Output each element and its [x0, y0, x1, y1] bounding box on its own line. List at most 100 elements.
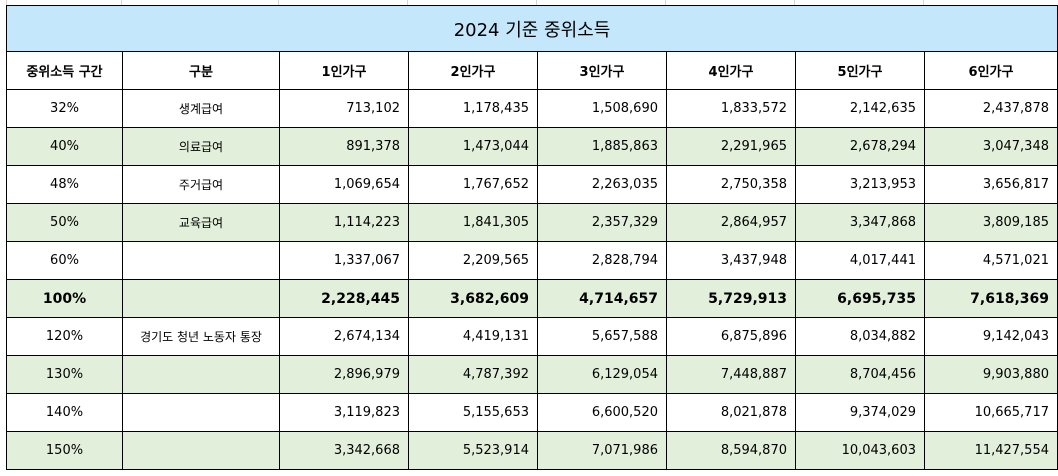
table-row: 120% 경기도 청년 노동자 통장 2,674,134 4,419,131 5,657…	[6, 317, 1058, 356]
value-cell[interactable]: 9,374,029	[795, 393, 925, 432]
value-cell[interactable]: 3,342,668	[279, 431, 409, 470]
value-cell[interactable]: 2,674,134	[279, 317, 409, 356]
table-row: 60% 1,337,067 2,209,565 2,828,794 3,437,948 4…	[6, 241, 1058, 280]
value-cell[interactable]: 3,213,953	[795, 165, 925, 204]
value-cell[interactable]: 2,209,565	[408, 241, 538, 280]
table-row: 48% 주거급여 1,069,654 1,767,652 2,263,035 2,750,…	[6, 165, 1058, 204]
value-cell[interactable]: 5,657,588	[537, 317, 667, 356]
percent-cell[interactable]: 60%	[6, 241, 123, 280]
value-cell[interactable]: 4,571,021	[924, 241, 1058, 280]
value-cell[interactable]: 6,129,054	[537, 355, 667, 394]
value-cell[interactable]: 8,034,882	[795, 317, 925, 356]
percent-cell[interactable]: 130%	[6, 355, 123, 394]
value-cell[interactable]: 6,600,520	[537, 393, 667, 432]
value-cell[interactable]: 4,419,131	[408, 317, 538, 356]
value-cell[interactable]: 6,875,896	[666, 317, 796, 356]
header-cell[interactable]: 5인가구	[795, 51, 925, 90]
category-cell[interactable]: 경기도 청년 노동자 통장	[122, 317, 280, 356]
category-cell[interactable]: 생계급여	[122, 89, 280, 128]
median-income-table: 2024 기준 중위소득 중위소득 구간 구분 1인가구 2인가구 3인가구 4…	[6, 5, 1058, 470]
value-cell[interactable]: 10,043,603	[795, 431, 925, 470]
percent-cell[interactable]: 150%	[6, 431, 123, 470]
value-cell[interactable]: 2,896,979	[279, 355, 409, 394]
percent-cell[interactable]: 100%	[6, 279, 123, 318]
percent-cell[interactable]: 40%	[6, 127, 123, 166]
table-row: 32% 생계급여 713,102 1,178,435 1,508,690 1,833,57…	[6, 89, 1058, 128]
percent-cell[interactable]: 120%	[6, 317, 123, 356]
value-cell[interactable]: 1,508,690	[537, 89, 667, 128]
value-cell[interactable]: 3,347,868	[795, 203, 925, 242]
value-cell[interactable]: 5,523,914	[408, 431, 538, 470]
value-cell[interactable]: 7,071,986	[537, 431, 667, 470]
percent-cell[interactable]: 140%	[6, 393, 123, 432]
value-cell[interactable]: 7,618,369	[924, 279, 1058, 318]
header-cell[interactable]: 6인가구	[924, 51, 1058, 90]
header-cell[interactable]: 1인가구	[279, 51, 409, 90]
value-cell[interactable]: 3,047,348	[924, 127, 1058, 166]
value-cell[interactable]: 3,119,823	[279, 393, 409, 432]
value-cell[interactable]: 2,828,794	[537, 241, 667, 280]
header-cell[interactable]: 4인가구	[666, 51, 796, 90]
value-cell[interactable]: 4,017,441	[795, 241, 925, 280]
value-cell[interactable]: 10,665,717	[924, 393, 1058, 432]
value-cell[interactable]: 11,427,554	[924, 431, 1058, 470]
value-cell[interactable]: 1,178,435	[408, 89, 538, 128]
table-row: 150% 3,342,668 5,523,914 7,071,986 8,594,870…	[6, 431, 1058, 470]
header-cell[interactable]: 2인가구	[408, 51, 538, 90]
value-cell[interactable]: 6,695,735	[795, 279, 925, 318]
value-cell[interactable]: 5,155,653	[408, 393, 538, 432]
value-cell[interactable]: 1,114,223	[279, 203, 409, 242]
value-cell[interactable]: 8,021,878	[666, 393, 796, 432]
value-cell[interactable]: 2,291,965	[666, 127, 796, 166]
value-cell[interactable]: 891,378	[279, 127, 409, 166]
header-row: 중위소득 구간 구분 1인가구 2인가구 3인가구 4인가구 5인가구 6인가구	[6, 51, 1058, 90]
value-cell[interactable]: 2,263,035	[537, 165, 667, 204]
value-cell[interactable]: 3,437,948	[666, 241, 796, 280]
percent-cell[interactable]: 50%	[6, 203, 123, 242]
value-cell[interactable]: 3,682,609	[408, 279, 538, 318]
category-cell[interactable]	[122, 355, 280, 394]
value-cell[interactable]: 2,357,329	[537, 203, 667, 242]
percent-cell[interactable]: 48%	[6, 165, 123, 204]
value-cell[interactable]: 3,656,817	[924, 165, 1058, 204]
value-cell[interactable]: 1,833,572	[666, 89, 796, 128]
value-cell[interactable]: 2,437,878	[924, 89, 1058, 128]
value-cell[interactable]: 1,069,654	[279, 165, 409, 204]
value-cell[interactable]: 1,767,652	[408, 165, 538, 204]
category-cell[interactable]	[122, 393, 280, 432]
value-cell[interactable]: 1,885,863	[537, 127, 667, 166]
table-row: 130% 2,896,979 4,787,392 6,129,054 7,448,887…	[6, 355, 1058, 394]
value-cell[interactable]: 3,809,185	[924, 203, 1058, 242]
value-cell[interactable]: 1,337,067	[279, 241, 409, 280]
value-cell[interactable]: 2,228,445	[279, 279, 409, 318]
value-cell[interactable]: 8,704,456	[795, 355, 925, 394]
header-cell[interactable]: 중위소득 구간	[6, 51, 123, 90]
value-cell[interactable]: 2,142,635	[795, 89, 925, 128]
value-cell[interactable]: 4,787,392	[408, 355, 538, 394]
value-cell[interactable]: 2,864,957	[666, 203, 796, 242]
value-cell[interactable]: 1,841,305	[408, 203, 538, 242]
value-cell[interactable]: 5,729,913	[666, 279, 796, 318]
category-cell[interactable]: 주거급여	[122, 165, 280, 204]
title-row: 2024 기준 중위소득	[6, 5, 1058, 52]
value-cell[interactable]: 2,750,358	[666, 165, 796, 204]
category-cell[interactable]	[122, 431, 280, 470]
table-row: 140% 3,119,823 5,155,653 6,600,520 8,021,878…	[6, 393, 1058, 432]
value-cell[interactable]: 9,142,043	[924, 317, 1058, 356]
table-title[interactable]: 2024 기준 중위소득	[6, 5, 1058, 52]
value-cell[interactable]: 9,903,880	[924, 355, 1058, 394]
value-cell[interactable]: 713,102	[279, 89, 409, 128]
percent-cell[interactable]: 32%	[6, 89, 123, 128]
category-cell[interactable]	[122, 279, 280, 318]
value-cell[interactable]: 4,714,657	[537, 279, 667, 318]
value-cell[interactable]: 8,594,870	[666, 431, 796, 470]
header-cell[interactable]: 3인가구	[537, 51, 667, 90]
header-cell[interactable]: 구분	[122, 51, 280, 90]
category-cell[interactable]: 의료급여	[122, 127, 280, 166]
value-cell[interactable]: 1,473,044	[408, 127, 538, 166]
value-cell[interactable]: 2,678,294	[795, 127, 925, 166]
category-cell[interactable]: 교육급여	[122, 203, 280, 242]
category-cell[interactable]	[122, 241, 280, 280]
value-cell[interactable]: 7,448,887	[666, 355, 796, 394]
